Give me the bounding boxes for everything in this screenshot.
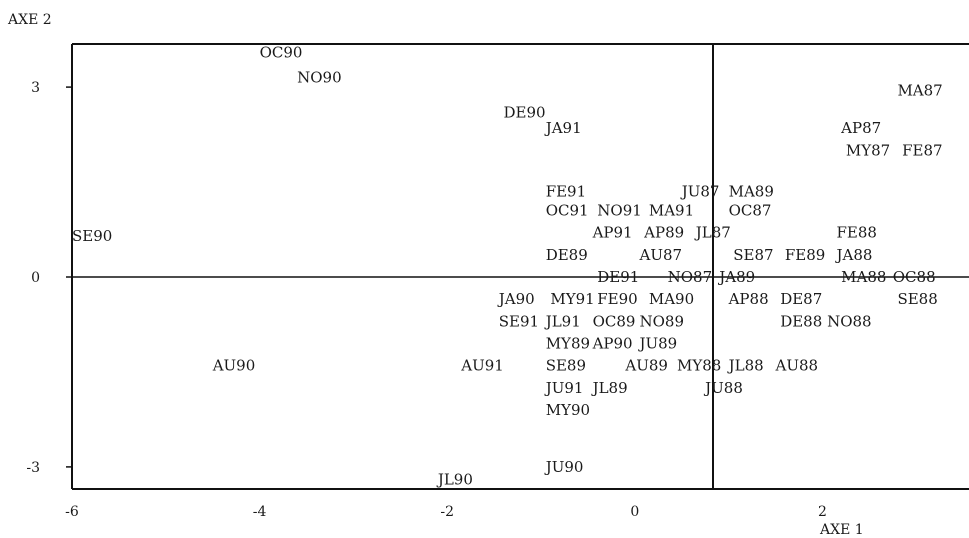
point-label-au88: AU88 bbox=[775, 357, 819, 375]
point-label-no87: NO87 bbox=[668, 268, 713, 286]
point-label-jl87: JL87 bbox=[694, 224, 731, 242]
point-label-au91: AU91 bbox=[460, 357, 504, 375]
point-label-se90: SE90 bbox=[72, 227, 112, 245]
point-label-fe90: FE90 bbox=[597, 290, 637, 308]
y-axis-ticks: 3 0 -3 bbox=[26, 80, 72, 476]
point-label-de88: DE88 bbox=[780, 312, 822, 330]
y-tick-label: 3 bbox=[31, 80, 40, 96]
point-label-my88: MY88 bbox=[677, 357, 721, 375]
x-axis-ticks: -6 -4 -2 0 2 bbox=[65, 504, 827, 520]
point-label-ap90: AP90 bbox=[592, 334, 633, 352]
point-label-jl88: JL88 bbox=[727, 357, 764, 375]
point-label-oc90: OC90 bbox=[260, 43, 303, 61]
point-label-ma91: MA91 bbox=[649, 202, 694, 220]
point-label-ja89: JA89 bbox=[717, 268, 755, 286]
point-label-se88: SE88 bbox=[897, 290, 937, 308]
point-label-no88: NO88 bbox=[827, 312, 872, 330]
point-label-ju90: JU90 bbox=[544, 458, 584, 476]
point-label-se89: SE89 bbox=[546, 357, 586, 375]
point-label-jl90: JL90 bbox=[436, 471, 473, 489]
y-tick-label: -3 bbox=[26, 460, 40, 476]
point-label-my87: MY87 bbox=[846, 141, 890, 159]
point-label-oc91: OC91 bbox=[546, 202, 589, 220]
point-label-ja90: JA90 bbox=[497, 290, 535, 308]
point-label-ja91: JA91 bbox=[544, 119, 582, 137]
point-label-de90: DE90 bbox=[503, 103, 545, 121]
point-label-no90: NO90 bbox=[297, 69, 342, 87]
point-label-ap91: AP91 bbox=[592, 224, 633, 242]
point-label-de89: DE89 bbox=[546, 246, 588, 264]
point-label-ju89: JU89 bbox=[637, 334, 677, 352]
point-label-fe88: FE88 bbox=[836, 224, 876, 242]
point-label-de87: DE87 bbox=[780, 290, 822, 308]
point-label-jl89: JL89 bbox=[591, 379, 628, 397]
point-label-ma88: MA88 bbox=[841, 268, 886, 286]
point-label-ap88: AP88 bbox=[728, 290, 769, 308]
point-label-my90: MY90 bbox=[546, 401, 590, 419]
point-label-ap89: AP89 bbox=[643, 224, 684, 242]
point-label-my91: MY91 bbox=[550, 290, 594, 308]
point-label-my89: MY89 bbox=[546, 334, 590, 352]
point-label-ju87: JU87 bbox=[680, 183, 720, 201]
point-label-ap87: AP87 bbox=[840, 119, 881, 137]
point-label-fe87: FE87 bbox=[902, 141, 942, 159]
point-label-ja88: JA88 bbox=[834, 246, 872, 264]
x-tick-label: -6 bbox=[65, 504, 79, 520]
point-label-no91: NO91 bbox=[597, 202, 642, 220]
point-label-fe89: FE89 bbox=[785, 246, 825, 264]
x-tick-label: 2 bbox=[818, 504, 827, 520]
x-tick-label: 0 bbox=[630, 504, 639, 520]
y-tick-label: 0 bbox=[31, 270, 40, 286]
point-label-oc87: OC87 bbox=[729, 202, 772, 220]
point-label-oc88: OC88 bbox=[893, 268, 936, 286]
point-label-no89: NO89 bbox=[639, 312, 684, 330]
point-label-fe91: FE91 bbox=[546, 183, 586, 201]
point-label-ju88: JU88 bbox=[703, 379, 743, 397]
point-label-de91: DE91 bbox=[597, 268, 639, 286]
point-label-ma87: MA87 bbox=[897, 81, 942, 99]
y-axis-title: AXE 2 bbox=[7, 12, 52, 28]
point-label-au89: AU89 bbox=[624, 357, 668, 375]
point-label-jl91: JL91 bbox=[544, 312, 581, 330]
point-label-au87: AU87 bbox=[638, 246, 682, 264]
plot-frame bbox=[71, 43, 969, 490]
point-label-se87: SE87 bbox=[733, 246, 773, 264]
point-label-ju91: JU91 bbox=[544, 379, 584, 397]
point-label-ma90: MA90 bbox=[649, 290, 694, 308]
x-axis-title: AXE 1 bbox=[819, 522, 864, 538]
point-label-au90: AU90 bbox=[212, 357, 256, 375]
point-label-oc89: OC89 bbox=[593, 312, 636, 330]
point-label-ma89: MA89 bbox=[729, 183, 774, 201]
point-label-se91: SE91 bbox=[499, 312, 539, 330]
x-tick-label: -2 bbox=[440, 504, 454, 520]
x-tick-label: -4 bbox=[253, 504, 267, 520]
